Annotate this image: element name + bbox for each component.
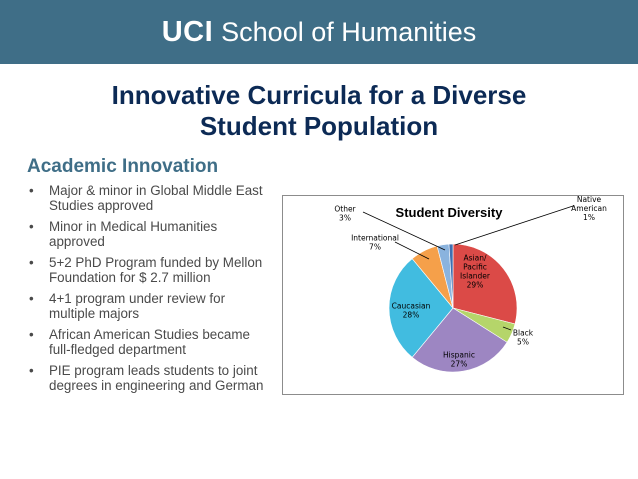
slice-label: Hispanic 27% (443, 351, 475, 369)
leader-line (362, 211, 446, 251)
pie-slice-asian-pacific-islander (452, 243, 518, 325)
bullet-item: 4+1 program under review for multiple ma… (27, 291, 267, 321)
slice-label: Native American 1% (571, 196, 607, 222)
leader-line (394, 241, 430, 260)
slice-label: Other 3% (334, 205, 356, 223)
pie-slice-hispanic (411, 307, 508, 373)
bullet-item: PIE program leads students to joint degr… (27, 363, 267, 393)
leader-line (454, 205, 574, 246)
slice-label: Caucasian 28% (392, 302, 431, 320)
leader-line (502, 326, 512, 331)
slide-title-line-1: Innovative Curricula for a Diverse (111, 80, 527, 110)
pie-chart-frame: Student Diversity Asian/Pacific Islander 2… (282, 195, 624, 395)
section-heading: Academic Innovation (27, 156, 219, 177)
chart-title: Student Diversity (396, 205, 504, 220)
pie-slice-caucasian (388, 258, 454, 358)
header-bar: UCI School of Humanities (0, 0, 638, 64)
slice-label: Black 5% (513, 329, 534, 347)
slice-label: Asian/Pacific Islander 29% (460, 254, 491, 290)
bullet-item: Minor in Medical Humanities approved (27, 219, 267, 249)
slide-title-line-2: Student Population (199, 111, 439, 141)
pie-slice-native-american (448, 243, 454, 309)
bullet-list: Major & minor in Global Middle East Stud… (27, 183, 267, 399)
slice-label: International 7% (351, 234, 399, 252)
brand-school-name: School of Humanities (221, 17, 477, 47)
bullet-item: 5+2 PhD Program funded by Mellon Foundat… (27, 255, 267, 285)
slide-title: Innovative Curricula for a Diverse Stude… (20, 80, 618, 142)
brand-uci: UCI (161, 16, 214, 48)
brand-logo: UCI School of Humanities (0, 0, 638, 64)
bullet-item: African American Studies became full-fle… (27, 327, 267, 357)
bullet-item: Major & minor in Global Middle East Stud… (27, 183, 267, 213)
pie-chart: Student Diversity Asian/Pacific Islander 2… (334, 196, 607, 373)
